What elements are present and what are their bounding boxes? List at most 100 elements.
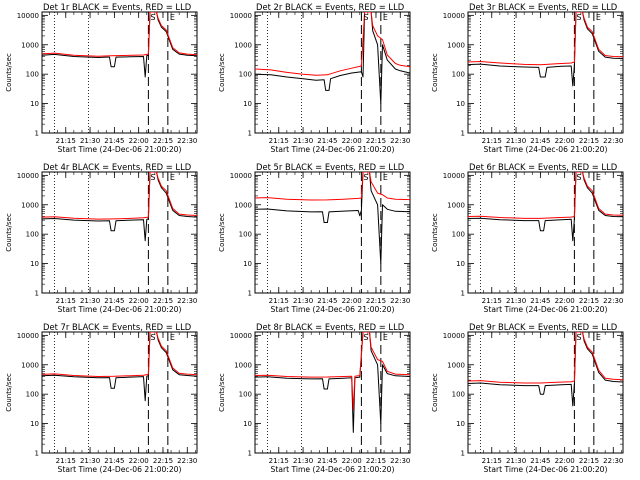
y-tick-label: 10000 (17, 332, 39, 340)
lld-series-line (468, 332, 623, 384)
x-axis-label: Start Time (24-Dec-06 21:00:20) (271, 305, 395, 314)
events-series-line (255, 332, 410, 433)
x-tick-label: 22:00 (342, 137, 362, 145)
x-tick-label: 22:30 (390, 137, 410, 145)
plot-frame (254, 331, 411, 454)
plot-area (255, 12, 410, 133)
y-tick-label: 10000 (443, 332, 465, 340)
y-axis-label: Counts/sec (5, 213, 13, 252)
end-marker-label: E (596, 13, 601, 22)
y-axis-label: Counts/sec (5, 53, 13, 92)
x-tick-label: 21:15 (56, 457, 76, 465)
x-tick-label: 22:15 (153, 137, 173, 145)
x-tick-label: 22:15 (153, 457, 173, 465)
x-tick-label: 21:15 (269, 137, 289, 145)
plot-frame (467, 331, 624, 454)
x-tick-label: 22:00 (555, 457, 575, 465)
x-tick-label: 22:30 (390, 457, 410, 465)
plot-frame (254, 11, 411, 134)
events-series-line (468, 12, 623, 87)
lld-series-line (255, 172, 410, 201)
y-tick-label: 100 (452, 391, 465, 399)
y-tick-label: 100 (239, 71, 252, 79)
detector-panel: Det 8r BLACK = Events, RED = LLD 1 10 100 10… (218, 322, 411, 474)
y-tick-label: 10 (243, 260, 252, 268)
y-axis-label: Counts/sec (5, 373, 13, 412)
y-tick-label: 1000 (234, 41, 252, 49)
x-tick-label: 22:30 (177, 457, 197, 465)
y-tick-label: 10000 (230, 172, 252, 180)
y-tick-label: 10 (30, 100, 39, 108)
end-marker-label: E (596, 173, 601, 182)
panel-title: Det 2r BLACK = Events, RED = LLD (256, 2, 404, 12)
x-tick-label: 22:30 (603, 137, 623, 145)
start-marker-label: S (576, 13, 581, 22)
lld-series-line (468, 12, 623, 66)
x-tick-label: 22:00 (129, 137, 149, 145)
start-marker-label: S (150, 13, 155, 22)
y-tick-label: 1000 (234, 361, 252, 369)
end-marker-label: E (170, 13, 175, 22)
x-tick-label: 21:15 (56, 297, 76, 305)
lld-series-line (42, 172, 197, 220)
x-tick-label: 21:30 (80, 457, 100, 465)
y-tick-label: 1 (35, 130, 39, 138)
x-tick-label: 21:15 (56, 137, 76, 145)
start-marker-label: S (363, 173, 368, 182)
x-tick-label: 21:45 (317, 297, 337, 305)
start-marker-label: S (576, 333, 581, 342)
x-tick-label: 21:15 (269, 457, 289, 465)
plot-area (42, 172, 197, 293)
plot-area (255, 332, 410, 453)
y-tick-label: 1 (461, 130, 465, 138)
start-marker-label: S (150, 333, 155, 342)
start-marker-label: S (363, 333, 368, 342)
x-tick-label: 21:30 (293, 297, 313, 305)
x-tick-label: 22:15 (366, 297, 386, 305)
detector-panel: Det 7r BLACK = Events, RED = LLD 1 10 100 10… (5, 322, 198, 474)
x-tick-label: 22:00 (342, 457, 362, 465)
plot-frame (254, 171, 411, 294)
detector-panel: Det 6r BLACK = Events, RED = LLD 1 10 100 10… (431, 162, 624, 314)
y-tick-label: 10 (456, 420, 465, 428)
plot-frame (41, 171, 198, 294)
panel-title: Det 8r BLACK = Events, RED = LLD (256, 322, 404, 332)
detector-panel: Det 2r BLACK = Events, RED = LLD 1 10 100 10… (218, 2, 411, 154)
y-tick-label: 10 (456, 260, 465, 268)
x-tick-label: 22:30 (177, 297, 197, 305)
lld-series-line (42, 12, 197, 57)
end-marker-label: E (170, 173, 175, 182)
y-tick-label: 1000 (447, 201, 465, 209)
y-tick-label: 1000 (21, 41, 39, 49)
panel-title: Det 7r BLACK = Events, RED = LLD (43, 322, 191, 332)
y-axis-label: Counts/sec (431, 213, 439, 252)
plot-area (42, 332, 197, 453)
y-axis-label: Counts/sec (431, 53, 439, 92)
detector-panel: Det 1r BLACK = Events, RED = LLD 1 10 100 10… (5, 2, 198, 154)
detector-panel: Det 3r BLACK = Events, RED = LLD 1 10 100 10… (431, 2, 624, 154)
plot-area (468, 12, 623, 133)
x-axis-label: Start Time (24-Dec-06 21:00:20) (58, 305, 182, 314)
x-tick-label: 21:30 (506, 297, 526, 305)
x-tick-label: 22:30 (603, 297, 623, 305)
y-tick-label: 10 (30, 260, 39, 268)
x-tick-label: 22:00 (342, 297, 362, 305)
y-tick-label: 10000 (17, 172, 39, 180)
x-tick-label: 21:45 (104, 137, 124, 145)
x-tick-label: 21:30 (293, 457, 313, 465)
events-series-line (255, 12, 410, 105)
events-series-line (42, 12, 197, 78)
y-axis-label: Counts/sec (218, 373, 226, 412)
y-tick-label: 10 (243, 100, 252, 108)
y-axis-label: Counts/sec (218, 213, 226, 252)
x-tick-label: 22:15 (579, 137, 599, 145)
panel-title: Det 5r BLACK = Events, RED = LLD (256, 162, 404, 172)
x-tick-label: 21:45 (104, 457, 124, 465)
x-tick-label: 22:15 (366, 137, 386, 145)
detector-panel: Det 4r BLACK = Events, RED = LLD 1 10 100 10… (5, 162, 198, 314)
panel-title: Det 4r BLACK = Events, RED = LLD (43, 162, 191, 172)
y-axis-label: Counts/sec (431, 373, 439, 412)
y-tick-label: 1000 (21, 201, 39, 209)
plot-area (42, 12, 197, 133)
y-tick-label: 1 (35, 290, 39, 298)
